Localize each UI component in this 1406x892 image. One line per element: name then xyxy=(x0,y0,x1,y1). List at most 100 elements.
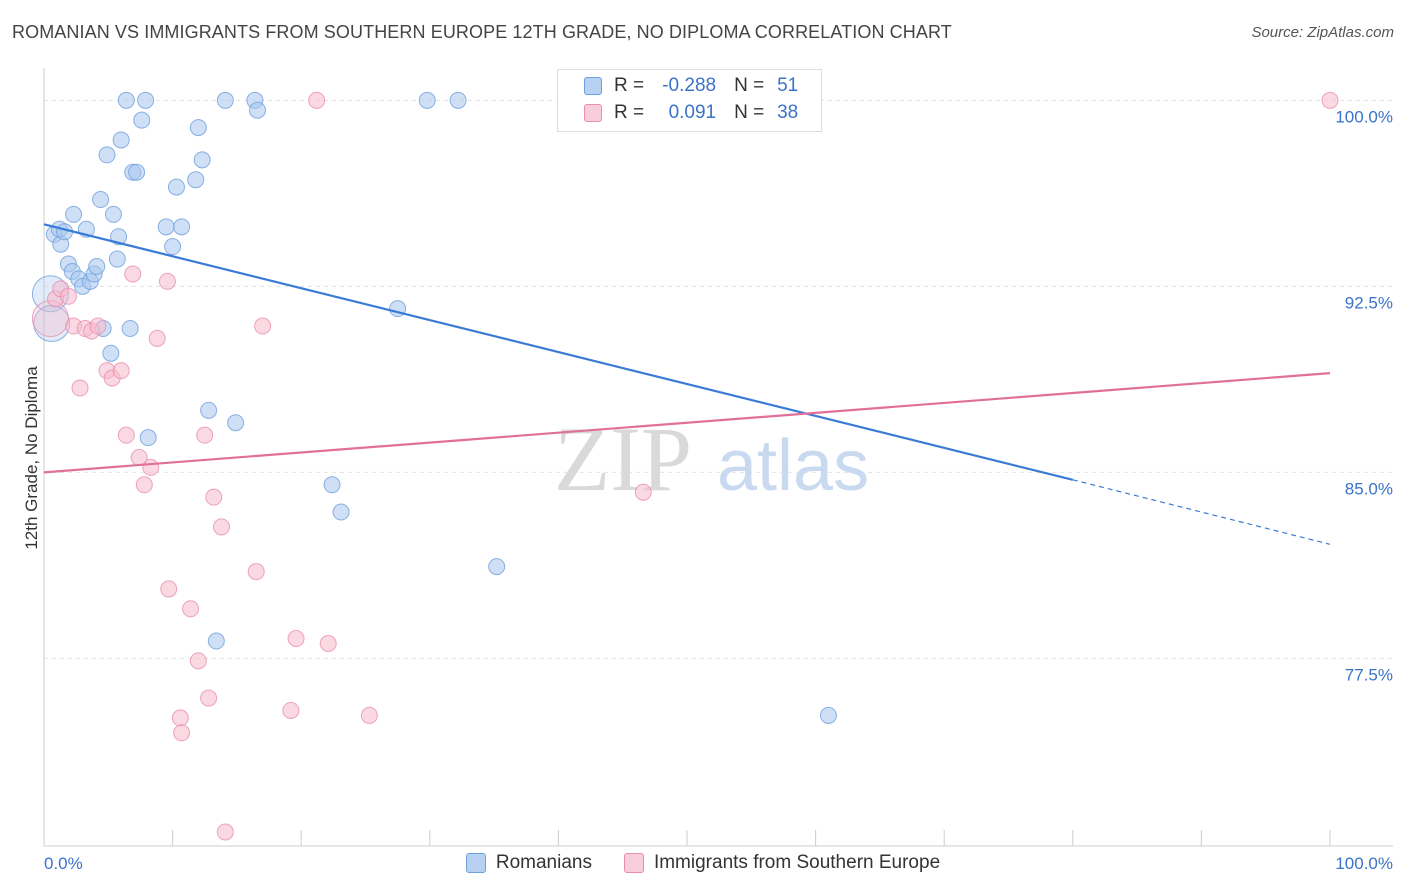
axes xyxy=(43,68,1393,847)
romanian-point xyxy=(323,476,341,494)
series-swatch-southern xyxy=(623,853,644,873)
legend-n-value-southern: 38 xyxy=(777,102,799,123)
romanian-point xyxy=(139,429,157,447)
southern-point xyxy=(173,724,191,742)
romanian-point xyxy=(104,205,122,223)
series-legend-southern[interactable]: Immigrants from Southern Europe xyxy=(623,852,941,874)
watermark-atlas: atlas xyxy=(717,426,869,506)
romanian-point xyxy=(193,151,211,169)
axis-labels: 100.0% 92.5% 85.0% 77.5% 0.0% 100.0% xyxy=(44,107,1393,873)
series-label-romanians: Romanians xyxy=(495,852,592,873)
data-points xyxy=(31,91,1339,841)
y-tick-label: 77.5% xyxy=(1345,665,1393,684)
series-swatch-romanians xyxy=(465,853,486,873)
y-tick-label: 85.0% xyxy=(1345,479,1393,498)
southern-point xyxy=(135,476,153,494)
southern-point xyxy=(189,652,207,670)
southern-point xyxy=(142,458,160,476)
romanian-point xyxy=(819,706,837,724)
southern-point xyxy=(205,488,223,506)
romanian-point xyxy=(164,238,182,256)
southern-point xyxy=(1321,91,1339,109)
romanian-point xyxy=(488,558,506,576)
southern-point xyxy=(254,317,272,335)
gridlines xyxy=(44,99,1393,659)
legend-swatch-southern xyxy=(584,104,602,122)
romanian-point xyxy=(117,91,135,109)
legend-r-label: R = xyxy=(614,102,645,123)
romanian-point xyxy=(173,218,191,236)
y-axis-label: 12th Grade, No Diploma xyxy=(22,366,41,550)
southern-point xyxy=(71,379,89,397)
series-legend: Romanians Immigrants from Southern Europ… xyxy=(0,852,1406,874)
series-label-southern: Immigrants from Southern Europe xyxy=(653,852,941,873)
legend-row-southern: R = 0.091 N = 38 xyxy=(584,101,798,125)
southern-point xyxy=(212,518,230,536)
romanian-point xyxy=(157,218,175,236)
southern-point xyxy=(31,300,69,338)
romanian-point xyxy=(248,101,266,119)
y-tick-label: 92.5% xyxy=(1345,293,1393,312)
legend-n-label: N = xyxy=(734,75,765,96)
watermark: ZIP atlas xyxy=(554,408,869,510)
romanian-point xyxy=(88,258,106,275)
southern-point xyxy=(196,426,214,444)
x-tick-label-max: 100.0% xyxy=(1335,854,1393,873)
romanian-point xyxy=(121,320,139,338)
southern-point xyxy=(148,329,166,347)
southern-point xyxy=(182,600,200,618)
romanian-point xyxy=(65,205,83,223)
romanian-trend-line xyxy=(43,223,1074,481)
legend-row-romanians: R = -0.288 N = 51 xyxy=(584,74,798,98)
southern-point xyxy=(308,91,326,109)
series-legend-romanians[interactable]: Romanians xyxy=(465,852,592,874)
romanian-point xyxy=(167,178,185,196)
southern-point xyxy=(112,362,130,380)
legend-r-value-romanians: -0.288 xyxy=(662,75,717,96)
southern-point xyxy=(160,580,178,598)
legend-n-value-romanians: 51 xyxy=(777,75,799,96)
romanian-point xyxy=(102,344,120,362)
southern-point xyxy=(59,287,77,305)
x-tick-label-min: 0.0% xyxy=(44,854,83,873)
romanian-point xyxy=(137,91,155,109)
romanian-point xyxy=(449,91,467,109)
romanian-point xyxy=(189,119,207,137)
y-tick-label: 100.0% xyxy=(1335,107,1393,126)
romanian-point xyxy=(187,171,205,189)
romanian-trend-extension xyxy=(1072,479,1331,545)
southern-point xyxy=(158,272,176,290)
southern-point xyxy=(282,701,300,719)
romanian-point xyxy=(207,632,225,650)
romanian-point xyxy=(418,91,436,109)
romanian-point xyxy=(200,401,218,419)
southern-point xyxy=(247,563,265,581)
southern-trend-line xyxy=(43,372,1331,474)
chart-title: ROMANIAN VS IMMIGRANTS FROM SOUTHERN EUR… xyxy=(12,22,952,42)
southern-point xyxy=(319,635,337,652)
southern-point xyxy=(89,317,107,335)
romanian-point xyxy=(98,146,116,164)
southern-point xyxy=(287,630,305,648)
romanian-point xyxy=(133,111,151,129)
romanian-point xyxy=(112,131,130,149)
source-label: Source: ZipAtlas.com xyxy=(1251,24,1394,41)
southern-point xyxy=(117,426,135,444)
romanian-point xyxy=(128,163,146,181)
southern-point xyxy=(216,823,234,841)
romanian-point xyxy=(332,503,350,521)
southern-point xyxy=(124,265,142,283)
trend-lines xyxy=(43,223,1331,545)
correlation-legend: R = -0.288 N = 51 R = 0.091 N = 38 xyxy=(557,69,822,132)
legend-swatch-romanians xyxy=(584,77,602,95)
romanian-point xyxy=(92,191,110,209)
southern-point xyxy=(171,709,189,727)
romanian-point xyxy=(227,414,245,432)
legend-n-label: N = xyxy=(734,102,765,123)
romanian-point xyxy=(216,91,234,109)
southern-point xyxy=(200,689,218,707)
southern-point xyxy=(360,706,378,724)
romanian-point xyxy=(108,250,126,268)
legend-r-value-southern: 0.091 xyxy=(668,102,717,123)
